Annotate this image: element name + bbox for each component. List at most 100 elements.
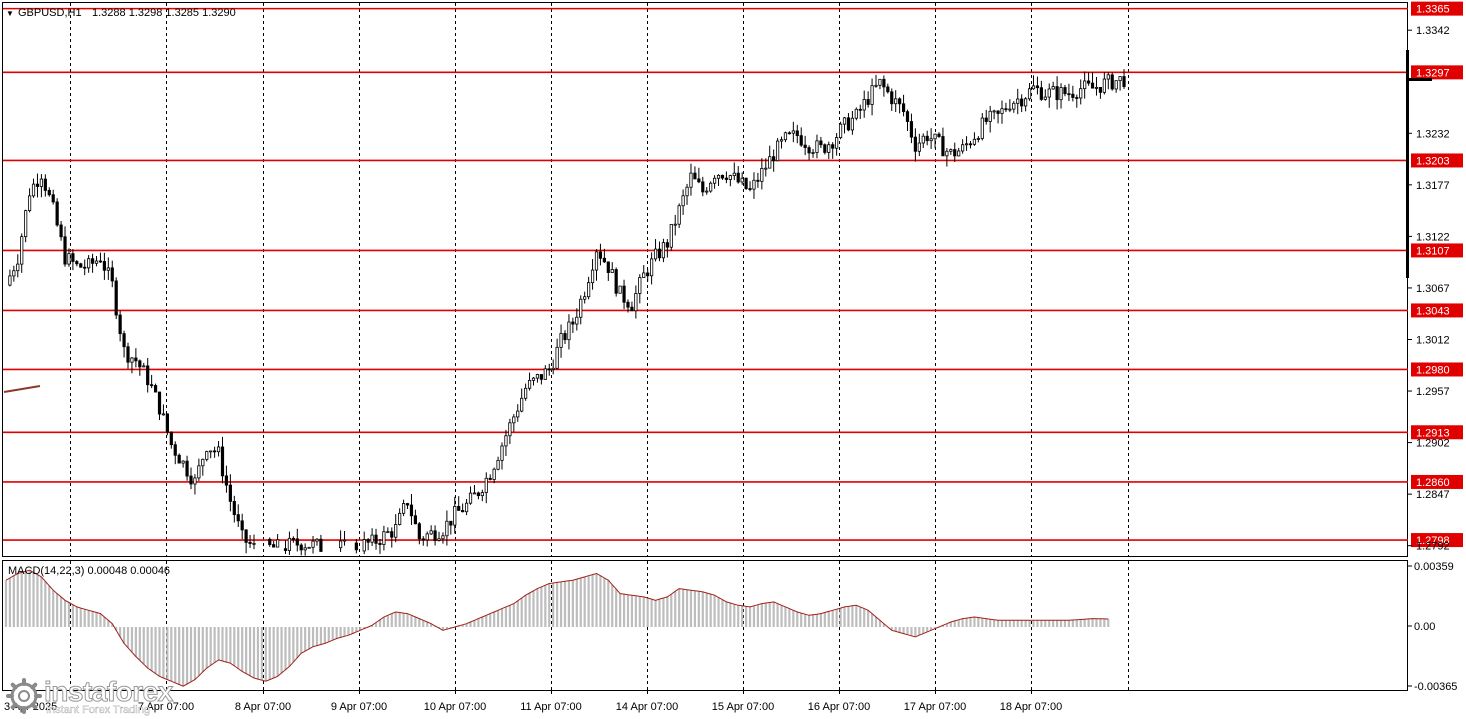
level-line[interactable]: 1.2913 (3, 425, 1463, 440)
time-tick-label: 9 Apr 07:00 (331, 701, 387, 713)
level-price-label: 1.3365 (1416, 4, 1450, 16)
candle (1098, 87, 1103, 99)
candle (587, 276, 591, 300)
candle (976, 136, 980, 143)
candle (449, 520, 453, 535)
candle (921, 133, 925, 149)
macd-bar (996, 620, 1000, 627)
candle (24, 209, 28, 243)
candle (12, 265, 16, 282)
macd-bar (693, 590, 697, 627)
macd-bar (67, 602, 71, 627)
candle (134, 348, 138, 368)
candle (831, 142, 835, 159)
macd-bar (170, 627, 173, 682)
macd-bar (658, 599, 661, 627)
candle (382, 525, 386, 551)
candle (453, 496, 457, 534)
candle (287, 531, 292, 555)
level-line[interactable]: 1.3107 (3, 243, 1463, 258)
level-line[interactable]: 1.3297 (3, 65, 1463, 80)
macd-bar (40, 576, 43, 627)
candle (1031, 75, 1036, 90)
macd-bar (225, 627, 228, 663)
candle (1043, 89, 1047, 101)
macd-bar (268, 627, 271, 680)
level-price-label: 1.3297 (1416, 67, 1450, 79)
macd-bar (457, 625, 460, 627)
candle (1008, 99, 1012, 113)
candle (47, 187, 51, 197)
level-price-tag (1411, 474, 1463, 489)
macd-bar (709, 594, 712, 627)
candle (886, 83, 890, 94)
macd-bar (390, 613, 393, 627)
macd-bar (630, 595, 634, 627)
macd-bar (142, 627, 145, 665)
time-tick-label: 7 Apr 07:00 (138, 701, 194, 713)
macd-bar (933, 627, 937, 629)
macd-bar (56, 593, 59, 627)
level-line[interactable]: 1.2980 (3, 362, 1463, 377)
candle (972, 132, 977, 146)
candle (394, 514, 398, 543)
level-line[interactable]: 1.3043 (3, 303, 1463, 318)
macd-bar (961, 618, 964, 627)
level-line[interactable]: 1.3365 (3, 1, 1463, 16)
candle (850, 110, 854, 135)
candle (1004, 102, 1008, 113)
macd-bar (843, 606, 846, 627)
macd-bar (355, 627, 358, 632)
level-line[interactable]: 1.2798 (3, 533, 1463, 548)
macd-bar (103, 616, 106, 627)
candle (547, 363, 551, 376)
macd-bar (1036, 620, 1039, 627)
candle (866, 91, 870, 108)
candle (232, 495, 236, 523)
macd-bar (989, 619, 992, 627)
macd-bar (638, 596, 641, 627)
candle (165, 413, 169, 436)
support-resistance-levels[interactable]: 1.3365 1.3297 1.3203 1.3107 1.3043 1.2980 1.29… (3, 1, 1463, 548)
macd-bar (973, 616, 976, 627)
candle (496, 456, 500, 471)
macd-bar (717, 597, 720, 627)
candle (705, 187, 709, 195)
level-line[interactable]: 1.2860 (3, 474, 1463, 489)
macd-bar (221, 627, 224, 661)
macd-bar (544, 585, 547, 627)
candle (764, 158, 768, 177)
macd-bar (583, 576, 586, 627)
macd-bar (406, 613, 409, 627)
menu-triangle-icon[interactable]: ▼ (6, 9, 14, 18)
macd-bar (91, 611, 94, 627)
candle (39, 174, 44, 198)
candle (177, 453, 181, 464)
macd-bar (410, 615, 413, 627)
macd-bar (981, 618, 984, 627)
candle (949, 148, 953, 155)
candle (650, 252, 654, 285)
candle (665, 239, 669, 258)
candle (882, 75, 886, 97)
candle (862, 90, 866, 118)
macd-bar (701, 591, 704, 627)
candle (748, 181, 752, 192)
macd-bar (489, 613, 492, 627)
macd-bar (292, 627, 295, 663)
candle (925, 130, 929, 146)
macd-bar (548, 583, 551, 627)
macd-bar (784, 606, 787, 627)
candle (193, 474, 197, 495)
macd-histogram (4, 569, 1110, 687)
drawing-segment[interactable] (3, 385, 41, 393)
candle (610, 262, 614, 273)
candle (583, 291, 587, 304)
candle (630, 301, 634, 312)
macd-bar (918, 627, 921, 636)
macd-bar (910, 627, 913, 636)
macd-bar (752, 605, 756, 627)
candle (701, 176, 705, 197)
level-line[interactable]: 1.3203 (3, 153, 1463, 168)
